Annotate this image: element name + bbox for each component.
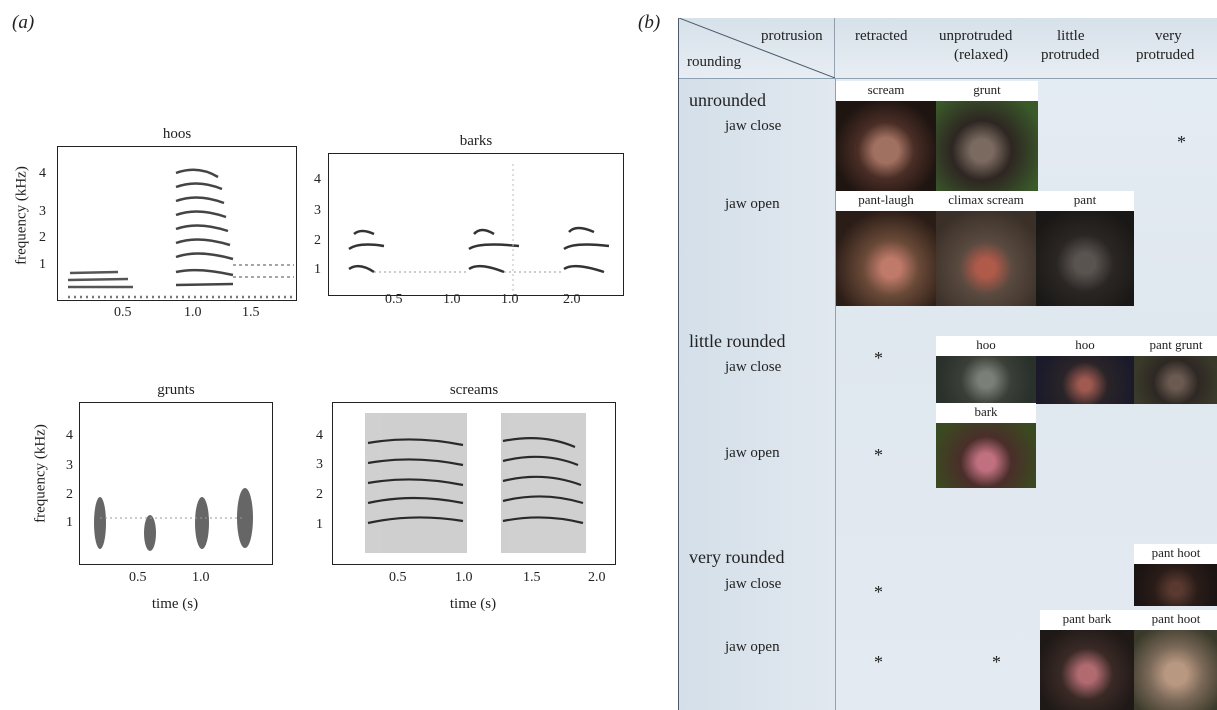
photo-label: bark: [936, 403, 1036, 423]
x-axis-label-screams: time (s): [449, 596, 497, 612]
photo-label: grunt: [936, 81, 1038, 101]
spectrogram-frame-grunts: [79, 402, 273, 565]
col-very: very: [1155, 28, 1182, 44]
xtick: 1.0: [192, 570, 210, 585]
chimp-photo-hoo-relaxed: hoo: [936, 336, 1036, 404]
photo-label: pant: [1036, 191, 1134, 211]
ytick: 3: [316, 457, 323, 472]
col-little: little: [1057, 28, 1085, 44]
ytick: 3: [314, 203, 321, 218]
ytick: 2: [314, 233, 321, 248]
row-jaw-open: jaw open: [725, 196, 780, 212]
empty-cell-star: *: [1177, 132, 1186, 152]
ytick: 2: [316, 487, 323, 502]
xtick: 2.0: [563, 292, 581, 307]
articulation-table: protrusion rounding retracted unprotrude…: [678, 18, 1217, 710]
ytick: 1: [66, 515, 73, 530]
corner-rounding: rounding: [687, 54, 742, 70]
xtick: 1.5: [523, 570, 541, 585]
col-little-protruded: protruded: [1041, 47, 1100, 63]
ytick: 4: [316, 428, 323, 443]
col-relaxed: (relaxed): [954, 47, 1009, 63]
panel-a-label: (a): [12, 12, 35, 33]
photo-label: pant hoot: [1134, 610, 1217, 630]
empty-cell-star: *: [992, 652, 1001, 672]
row-jaw-open: jaw open: [725, 445, 780, 461]
row-little-rounded: little rounded: [689, 331, 786, 351]
photo-label: pant hoot: [1134, 544, 1217, 564]
chimp-photo-bark: bark: [936, 403, 1036, 488]
chart-title-grunts: grunts: [157, 382, 195, 398]
corner-divider: [679, 18, 835, 78]
xtick: 0.5: [389, 570, 407, 585]
ytick: 4: [314, 172, 321, 187]
chimp-photo-pant-grunt: pant grunt: [1134, 336, 1217, 404]
photo-label: hoo: [936, 336, 1036, 356]
empty-cell-star: *: [874, 445, 883, 465]
spectrogram-hoos-image: [67, 168, 294, 299]
photo-label: pant-laugh: [836, 191, 936, 211]
ytick: 2: [39, 230, 46, 245]
column-header-row: [679, 18, 1217, 79]
spectrogram-frame-screams: [332, 402, 616, 565]
empty-cell-star: *: [874, 582, 883, 602]
chimp-photo-pant-hoot-close: pant hoot: [1134, 544, 1217, 606]
spectrogram-barks-image: [348, 164, 610, 294]
x-axis-label-grunts: time (s): [151, 596, 199, 612]
corner-protrusion: protrusion: [761, 28, 823, 44]
y-axis-label-bottom: frequency (kHz): [32, 424, 49, 523]
chimp-photo-pant-laugh: pant-laugh: [836, 191, 936, 306]
chimp-photo-pant: pant: [1036, 191, 1134, 306]
xtick: 0.5: [385, 292, 403, 307]
chart-title-barks: barks: [459, 133, 493, 149]
photo-label: pant bark: [1040, 610, 1134, 630]
row-header-column: [679, 18, 836, 710]
ytick: 3: [66, 458, 73, 473]
chart-title-hoos: hoos: [162, 126, 192, 142]
xtick: 0.5: [114, 305, 132, 320]
row-jaw-close: jaw close: [725, 118, 782, 134]
ytick: 1: [314, 262, 321, 277]
xtick: 1.0: [184, 305, 202, 320]
photo-label: climax scream: [936, 191, 1036, 211]
empty-cell-star: *: [874, 652, 883, 672]
chimp-photo-scream: scream: [836, 81, 936, 191]
row-jaw-close: jaw close: [725, 576, 782, 592]
spectrogram-frame-barks: [328, 153, 624, 296]
row-jaw-close: jaw close: [725, 359, 782, 375]
ytick: 4: [39, 166, 46, 181]
ytick: 1: [316, 517, 323, 532]
spectrogram-grunts-image: [94, 488, 253, 551]
chart-title-screams: screams: [449, 382, 499, 398]
photo-label: hoo: [1036, 336, 1134, 356]
empty-cell-star: *: [874, 348, 883, 368]
ytick: 4: [66, 428, 73, 443]
col-unprotruded: unprotruded: [939, 28, 1013, 44]
chimp-photo-pant-bark: pant bark: [1040, 610, 1134, 710]
row-unrounded: unrounded: [689, 90, 766, 110]
y-axis-label-top: frequency (kHz): [13, 166, 30, 265]
xtick: 1.0: [501, 292, 519, 307]
chimp-photo-climax-scream: climax scream: [936, 191, 1036, 306]
photo-label: scream: [836, 81, 936, 101]
chimp-photo-pant-hoot-open: pant hoot: [1134, 610, 1217, 710]
chimp-photo-hoo-little: hoo: [1036, 336, 1134, 404]
ytick: 1: [39, 257, 46, 272]
xtick: 2.0: [588, 570, 606, 585]
xtick: 1.0: [443, 292, 461, 307]
chimp-photo-grunt: grunt: [936, 81, 1038, 191]
row-very-rounded: very rounded: [689, 547, 785, 567]
xtick: 1.0: [455, 570, 473, 585]
col-retracted: retracted: [855, 28, 908, 44]
spectrogram-screams-image: [365, 413, 586, 553]
ytick: 3: [39, 204, 46, 219]
row-jaw-open: jaw open: [725, 639, 780, 655]
panel-b-label: (b): [638, 12, 661, 33]
spectrogram-frame-hoos: [57, 146, 297, 301]
col-very-protruded: protruded: [1136, 47, 1195, 63]
xtick: 0.5: [129, 570, 147, 585]
ytick: 2: [66, 487, 73, 502]
xtick: 1.5: [242, 305, 260, 320]
photo-label: pant grunt: [1134, 336, 1217, 356]
